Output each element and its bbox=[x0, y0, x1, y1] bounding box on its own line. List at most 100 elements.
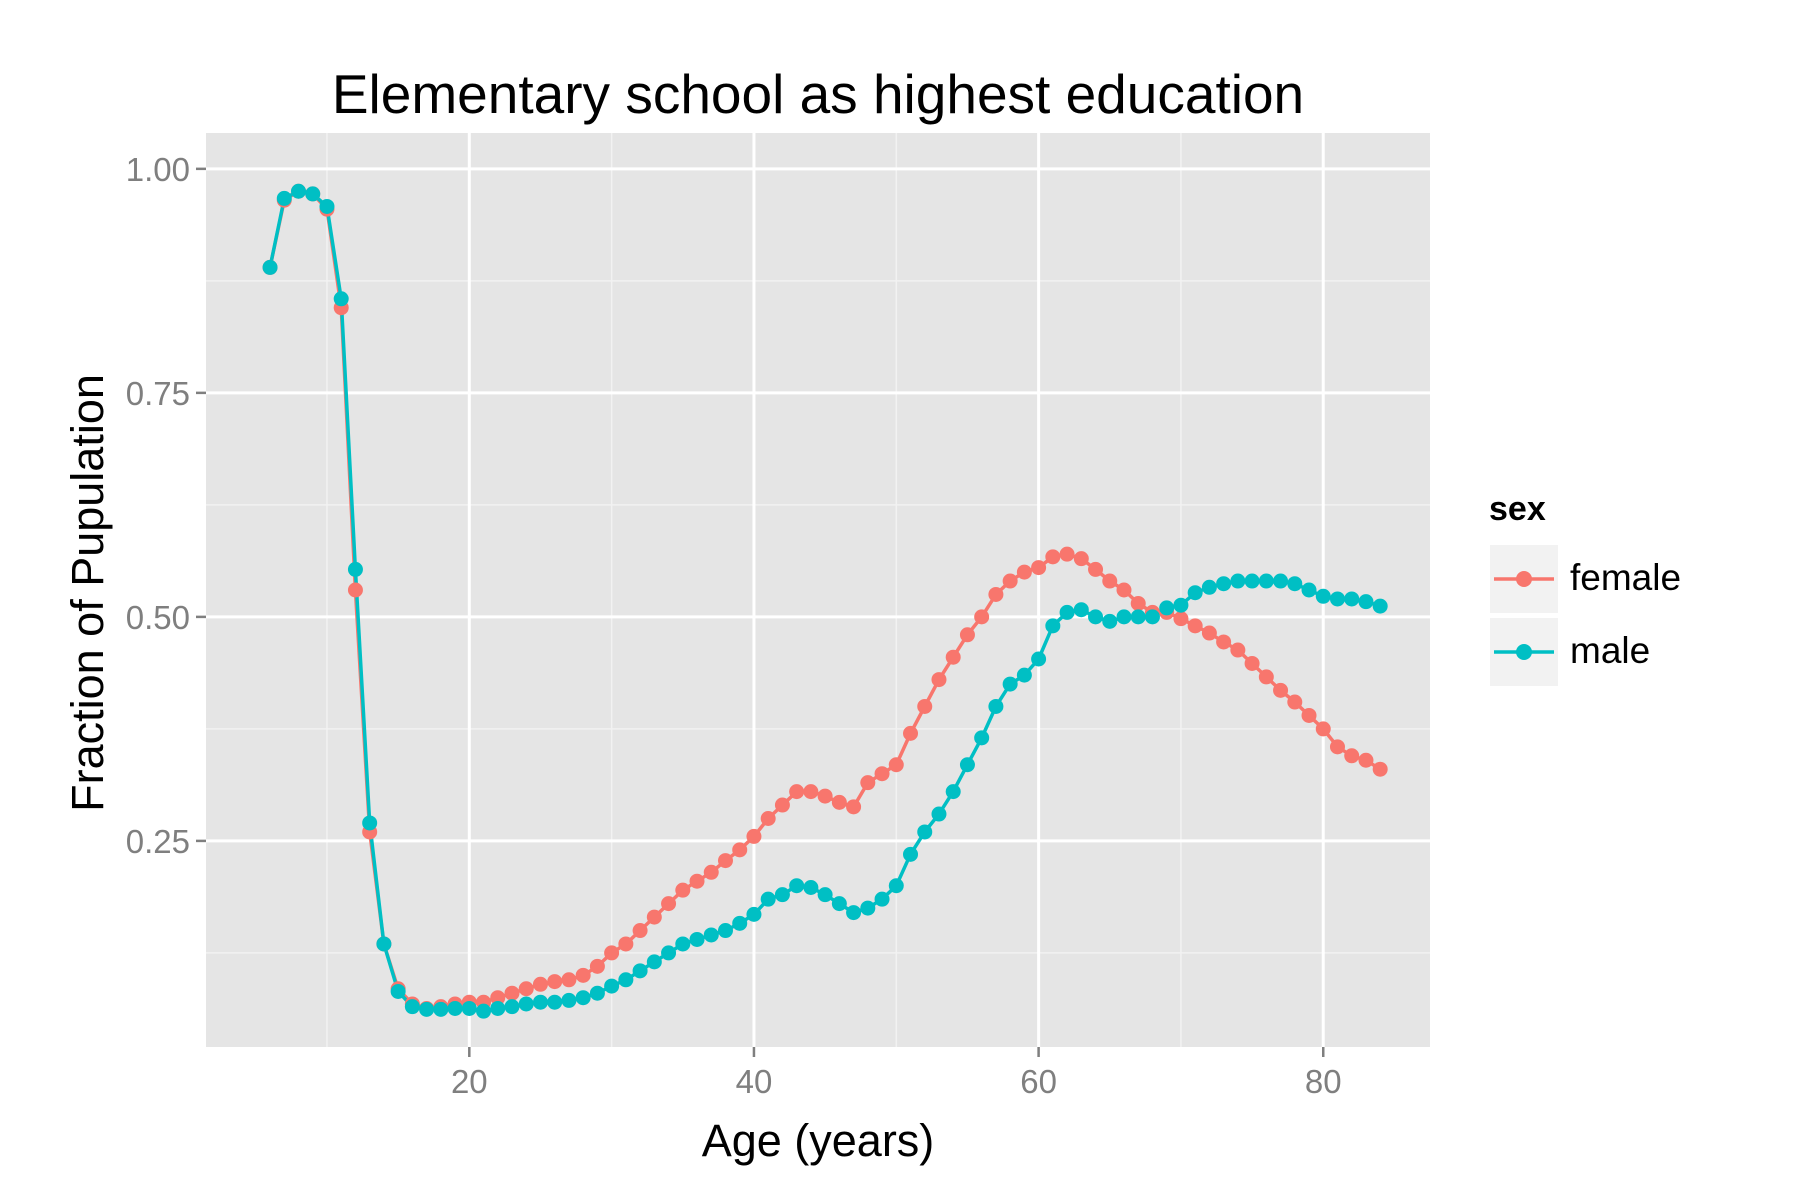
point-male-19 bbox=[447, 1000, 463, 1016]
point-male-16 bbox=[404, 999, 420, 1015]
point-male-82 bbox=[1344, 591, 1360, 607]
point-male-44 bbox=[803, 879, 819, 895]
point-female-28 bbox=[575, 967, 591, 983]
point-male-33 bbox=[646, 954, 662, 970]
point-male-76 bbox=[1258, 573, 1274, 589]
point-male-37 bbox=[703, 927, 719, 943]
point-male-77 bbox=[1273, 573, 1289, 589]
point-female-45 bbox=[817, 788, 833, 804]
point-male-30 bbox=[604, 978, 620, 994]
chart-title: Elementary school as highest education bbox=[331, 63, 1305, 125]
point-male-55 bbox=[959, 757, 975, 773]
point-female-38 bbox=[717, 853, 733, 869]
point-male-40 bbox=[746, 906, 762, 922]
point-male-69 bbox=[1159, 600, 1175, 616]
point-male-53 bbox=[931, 806, 947, 822]
x-tick-label-1: 40 bbox=[736, 1063, 773, 1100]
point-female-41 bbox=[760, 811, 776, 826]
point-female-31 bbox=[618, 936, 634, 952]
y-tick-label-1: 0.50 bbox=[126, 599, 190, 636]
point-female-59 bbox=[1016, 564, 1032, 580]
point-female-81 bbox=[1329, 739, 1345, 755]
point-female-66 bbox=[1116, 582, 1132, 598]
point-male-71 bbox=[1187, 585, 1203, 601]
point-female-12 bbox=[347, 582, 363, 598]
point-male-49 bbox=[874, 891, 890, 907]
point-male-27 bbox=[561, 992, 577, 1008]
point-male-74 bbox=[1230, 573, 1246, 589]
point-male-10 bbox=[319, 198, 335, 214]
point-female-72 bbox=[1201, 625, 1217, 641]
point-male-6 bbox=[262, 259, 278, 275]
point-male-80 bbox=[1315, 588, 1331, 604]
point-male-65 bbox=[1102, 613, 1118, 629]
point-male-8 bbox=[291, 183, 307, 199]
point-male-28 bbox=[575, 990, 591, 1006]
point-male-39 bbox=[732, 915, 748, 931]
point-male-9 bbox=[305, 186, 321, 202]
point-female-22 bbox=[490, 990, 506, 1006]
point-male-48 bbox=[860, 900, 876, 916]
point-male-20 bbox=[461, 1000, 477, 1016]
x-axis: 20 40 60 80 bbox=[451, 1047, 1342, 1100]
point-male-78 bbox=[1287, 576, 1303, 592]
point-female-25 bbox=[532, 976, 548, 992]
point-female-75 bbox=[1244, 655, 1260, 671]
point-male-38 bbox=[717, 923, 733, 939]
y-axis: 0.25 0.50 0.75 1.00 bbox=[126, 151, 206, 860]
point-male-75 bbox=[1244, 573, 1260, 589]
point-female-58 bbox=[1002, 573, 1018, 589]
point-female-54 bbox=[945, 649, 961, 665]
point-male-79 bbox=[1301, 582, 1317, 598]
point-male-35 bbox=[675, 936, 691, 952]
point-male-52 bbox=[917, 824, 933, 840]
y-axis-label: Fraction of Pupulation bbox=[62, 374, 113, 812]
point-male-66 bbox=[1116, 609, 1132, 625]
point-male-7 bbox=[276, 190, 292, 206]
point-male-70 bbox=[1173, 597, 1189, 613]
point-female-52 bbox=[917, 698, 933, 714]
point-female-79 bbox=[1301, 707, 1317, 723]
point-female-61 bbox=[1045, 549, 1061, 565]
point-female-53 bbox=[931, 672, 947, 688]
point-female-73 bbox=[1216, 634, 1232, 650]
legend-key-point-male bbox=[1516, 644, 1532, 660]
point-female-71 bbox=[1187, 618, 1203, 634]
point-male-54 bbox=[945, 784, 961, 800]
point-female-30 bbox=[604, 945, 620, 961]
legend-key-point-female bbox=[1516, 571, 1532, 587]
point-female-74 bbox=[1230, 642, 1246, 658]
point-female-26 bbox=[547, 974, 563, 990]
point-male-59 bbox=[1016, 667, 1032, 683]
point-female-44 bbox=[803, 784, 819, 800]
point-female-46 bbox=[831, 794, 847, 810]
x-tick-label-2: 60 bbox=[1020, 1063, 1057, 1100]
point-female-76 bbox=[1258, 669, 1274, 685]
point-female-35 bbox=[675, 882, 691, 898]
point-male-21 bbox=[476, 1003, 492, 1019]
point-male-67 bbox=[1130, 609, 1146, 625]
point-female-50 bbox=[888, 757, 904, 773]
point-female-49 bbox=[874, 766, 890, 782]
point-female-77 bbox=[1273, 682, 1289, 698]
legend-label-male: male bbox=[1570, 630, 1651, 671]
y-tick-label-3: 1.00 bbox=[126, 151, 190, 188]
point-female-23 bbox=[504, 985, 520, 1001]
point-male-34 bbox=[661, 945, 677, 961]
point-female-39 bbox=[732, 842, 748, 858]
point-female-70 bbox=[1173, 611, 1189, 627]
point-female-64 bbox=[1088, 561, 1104, 577]
y-tick-label-2: 0.75 bbox=[126, 375, 190, 412]
point-male-42 bbox=[774, 887, 790, 903]
point-female-65 bbox=[1102, 573, 1118, 589]
point-male-68 bbox=[1144, 609, 1160, 625]
point-male-32 bbox=[632, 963, 648, 979]
point-male-56 bbox=[974, 730, 990, 746]
point-male-62 bbox=[1059, 604, 1075, 620]
point-male-14 bbox=[376, 936, 392, 952]
x-tick-label-0: 20 bbox=[451, 1063, 488, 1100]
point-female-56 bbox=[974, 609, 990, 625]
point-female-51 bbox=[903, 725, 919, 741]
point-female-47 bbox=[846, 799, 862, 815]
